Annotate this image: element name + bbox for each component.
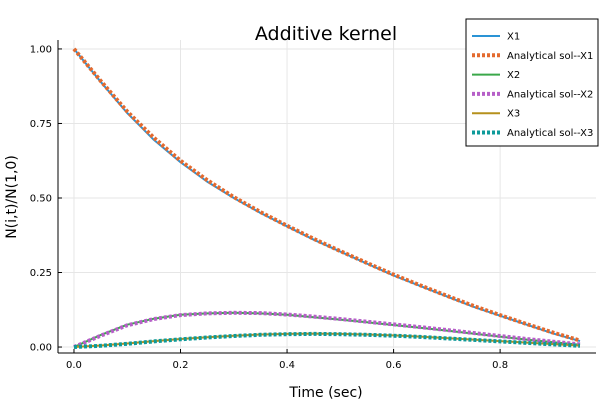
series-line-6 <box>73 331 581 349</box>
legend: X1 Analytical sol--X1 X2 Analytical sol--X2… <box>465 18 599 147</box>
axes <box>57 40 596 354</box>
y-tick-label: 0.25 <box>30 268 52 279</box>
series-line-2 <box>72 47 581 343</box>
legend-entry-label: Analytical sol--X3 <box>507 128 593 139</box>
x-axis-label: Time (sec) <box>288 385 362 400</box>
legend-entry-label: X1 <box>507 32 520 43</box>
y-tick-label: 0.50 <box>30 193 52 204</box>
y-tick-label: 0.00 <box>30 343 52 354</box>
legend-entry-label: X2 <box>507 70 520 81</box>
x-ticks: 0.0 0.2 0.4 0.6 0.8 <box>66 349 508 371</box>
chart-title: Additive kernel <box>255 23 397 45</box>
x-tick-label: 0.8 <box>492 360 508 371</box>
y-axis-label: N(i,t)/N(1,0) <box>4 155 20 239</box>
legend-entry-label: X3 <box>507 109 520 120</box>
y-tick-label: 1.00 <box>30 44 52 55</box>
legend-entry-label: Analytical sol--X2 <box>507 89 593 100</box>
series-lines <box>72 47 581 349</box>
x-tick-label: 0.4 <box>279 360 295 371</box>
legend-entry-label: Analytical sol--X1 <box>507 51 593 62</box>
y-tick-label: 0.75 <box>30 119 52 130</box>
y-ticks: 0.00 0.25 0.50 0.75 1.00 <box>30 44 62 354</box>
x-tick-label: 0.0 <box>66 360 82 371</box>
x-tick-label: 0.2 <box>173 360 189 371</box>
legend-box <box>465 18 599 147</box>
x-tick-label: 0.6 <box>386 360 402 371</box>
series-line-3 <box>73 311 581 348</box>
